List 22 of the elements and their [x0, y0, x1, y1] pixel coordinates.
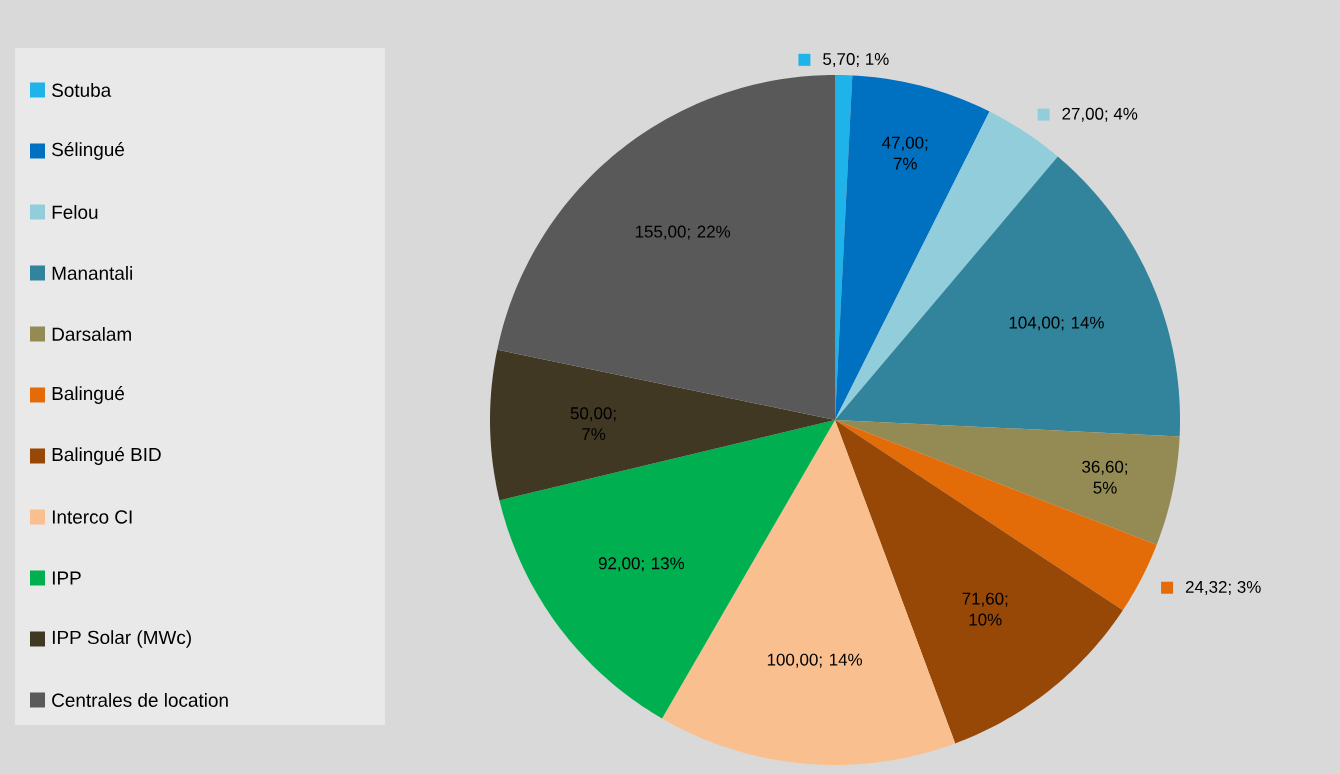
data-label: 92,00; 13% [598, 557, 685, 572]
data-label: 71,60; 10% [962, 592, 1008, 626]
data-label: 5,70; 1% [823, 53, 889, 67]
legend-label: Balingué BID [52, 447, 161, 465]
data-label: 47,00; 7% [882, 136, 928, 170]
legend-label: IPP [52, 571, 81, 585]
data-label: 24,32; 3% [1185, 580, 1261, 595]
legend-label: Interco CI [52, 510, 132, 524]
legend-label: IPP Solar (MWc) [52, 630, 191, 648]
data-label: 50,00; 7% [570, 407, 616, 441]
data-label: 36,60; 5% [1082, 460, 1128, 494]
legend-label: Felou [52, 205, 98, 219]
legend-label: Centrales de location [52, 693, 228, 707]
data-label: 155,00; 22% [635, 225, 731, 240]
legend-label: Darsalam [52, 327, 131, 341]
data-label: 100,00; 14% [767, 653, 862, 668]
data-label: 27,00; 4% [1062, 107, 1138, 122]
data-label: 104,00; 14% [1009, 316, 1104, 331]
legend-label: Manantali [52, 266, 132, 280]
legend-label: Balingué [52, 386, 125, 404]
legend-label: Sotuba [52, 83, 112, 97]
legend-label: Sélingué [52, 142, 125, 160]
